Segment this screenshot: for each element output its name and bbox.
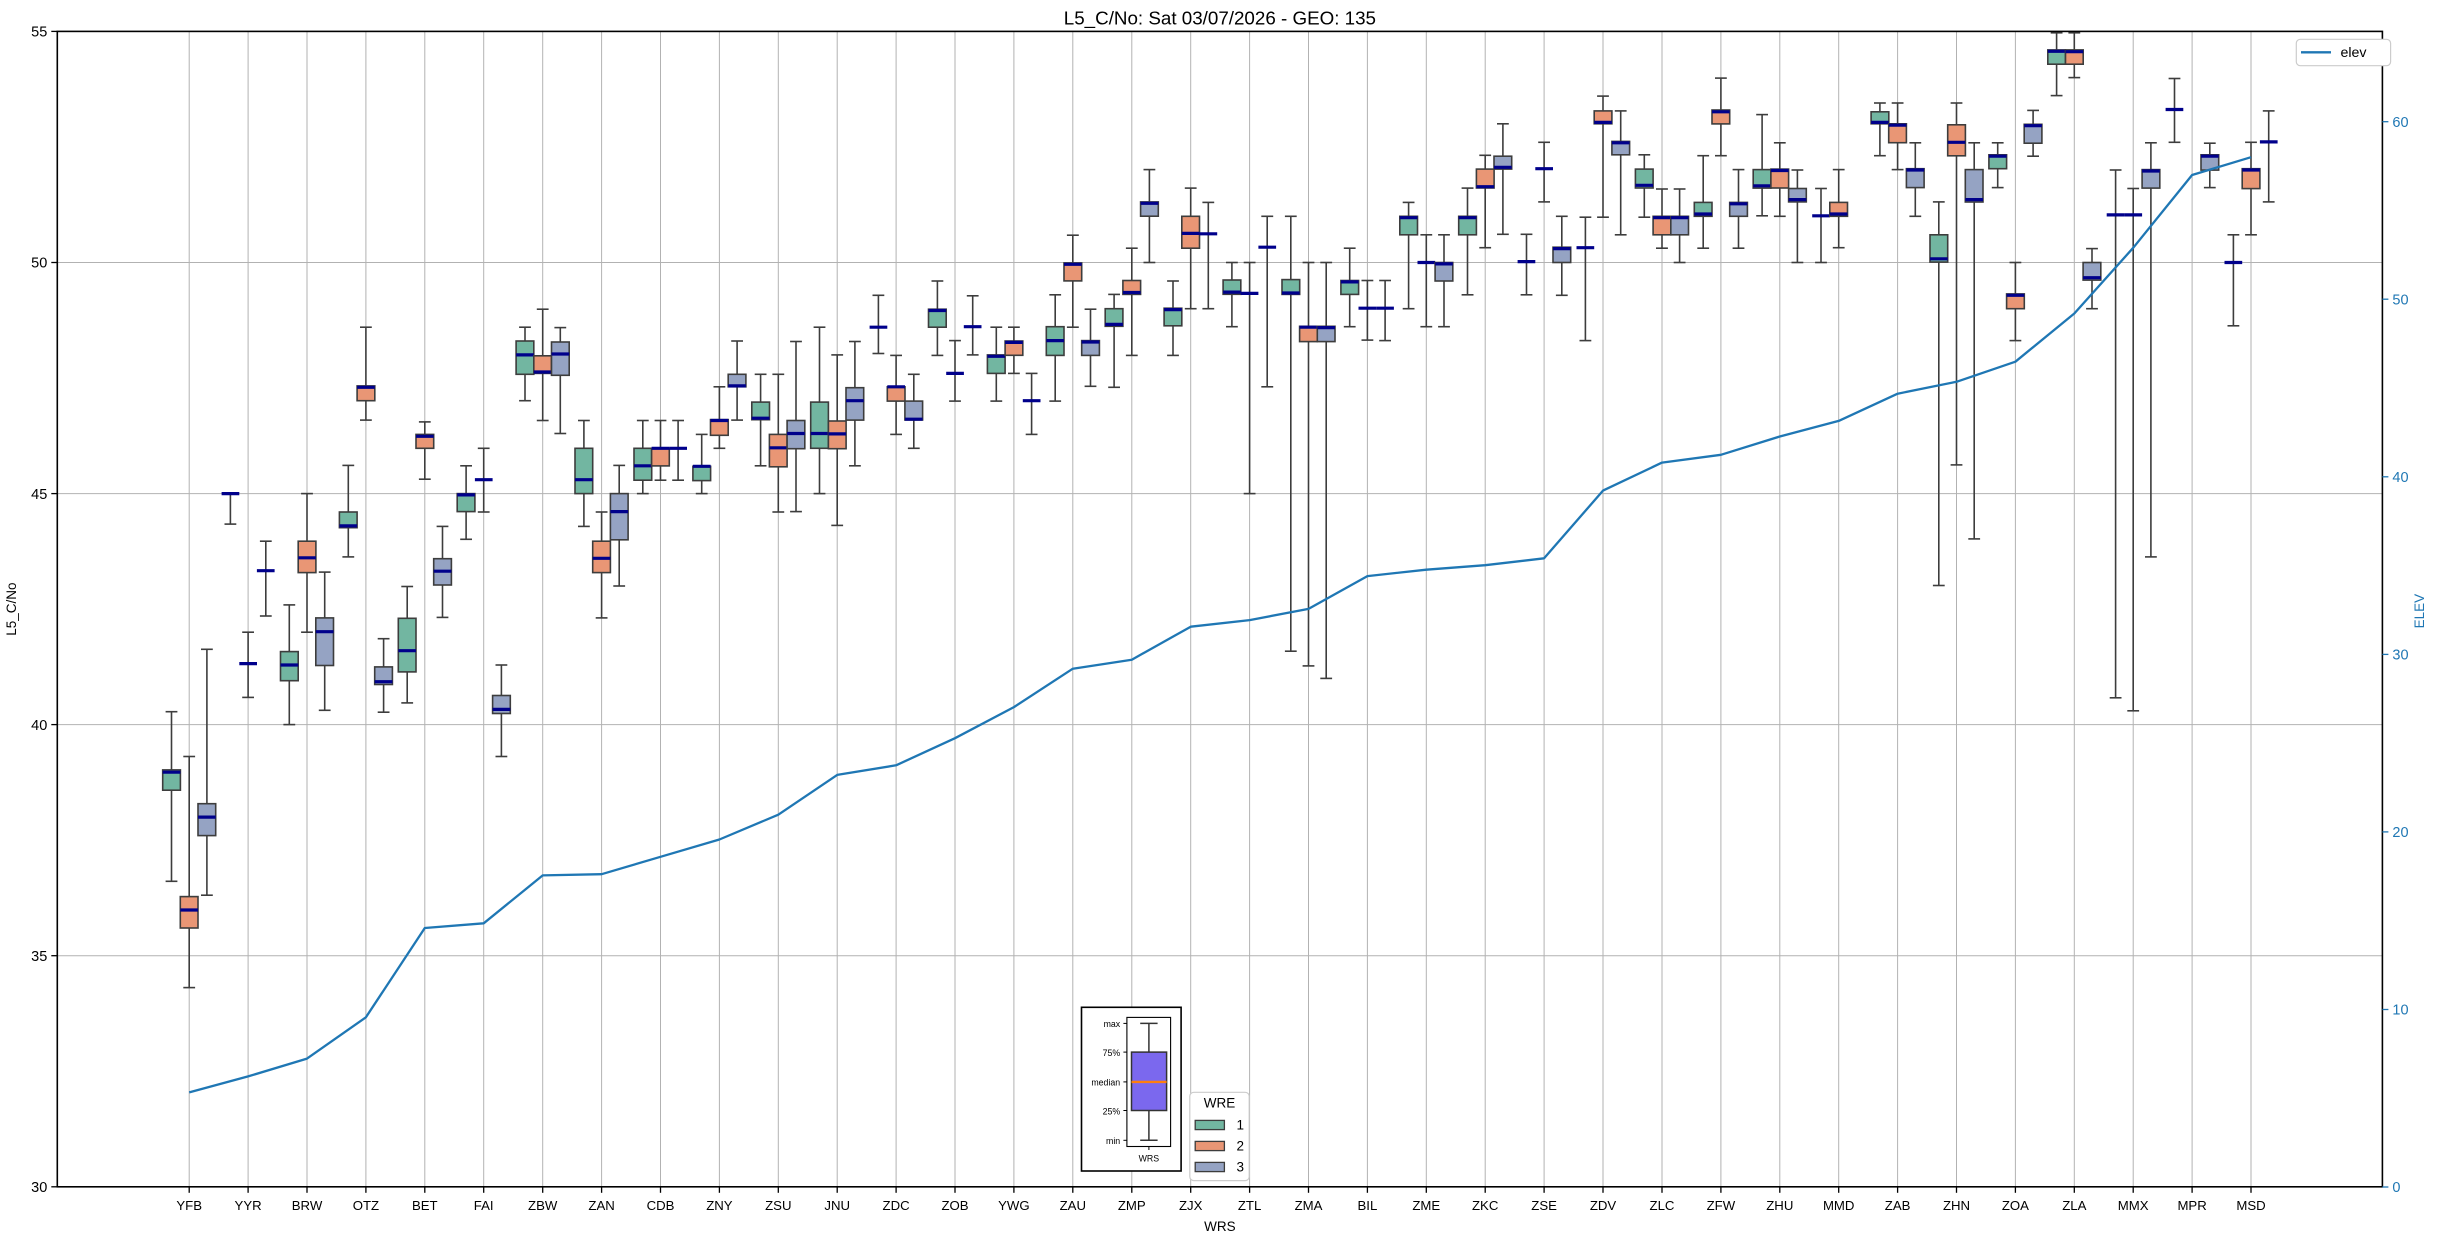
svg-text:MMX: MMX xyxy=(2118,1198,2149,1213)
svg-text:40: 40 xyxy=(2392,470,2408,486)
svg-text:ZBW: ZBW xyxy=(528,1198,558,1213)
svg-text:ZMP: ZMP xyxy=(1118,1198,1146,1213)
svg-text:ZSE: ZSE xyxy=(1531,1198,1557,1213)
svg-text:10: 10 xyxy=(2392,1003,2408,1019)
svg-text:2: 2 xyxy=(1237,1139,1245,1154)
svg-text:WRS: WRS xyxy=(1204,1219,1236,1234)
svg-text:WRE: WRE xyxy=(1204,1096,1236,1111)
svg-text:ZKC: ZKC xyxy=(1472,1198,1499,1213)
svg-text:ZAN: ZAN xyxy=(588,1198,614,1213)
svg-text:25%: 25% xyxy=(1103,1106,1121,1116)
svg-text:BIL: BIL xyxy=(1358,1198,1378,1213)
svg-text:75%: 75% xyxy=(1103,1048,1121,1058)
svg-text:max: max xyxy=(1104,1019,1121,1029)
svg-text:ZDC: ZDC xyxy=(883,1198,911,1213)
svg-text:elev: elev xyxy=(2341,45,2368,61)
svg-text:OTZ: OTZ xyxy=(353,1198,379,1213)
svg-text:ZHU: ZHU xyxy=(1766,1198,1793,1213)
svg-text:MMD: MMD xyxy=(1823,1198,1855,1213)
svg-text:ZNY: ZNY xyxy=(706,1198,733,1213)
svg-text:ZOA: ZOA xyxy=(2002,1198,2029,1213)
svg-text:CDB: CDB xyxy=(647,1198,675,1213)
svg-text:50: 50 xyxy=(2392,292,2408,308)
svg-text:0: 0 xyxy=(2392,1180,2400,1196)
svg-text:ZLC: ZLC xyxy=(1650,1198,1675,1213)
svg-text:ZFW: ZFW xyxy=(1707,1198,1736,1213)
svg-text:ZAU: ZAU xyxy=(1060,1198,1086,1213)
svg-text:YFB: YFB xyxy=(176,1198,202,1213)
svg-text:ZJX: ZJX xyxy=(1179,1198,1203,1213)
svg-text:ZME: ZME xyxy=(1412,1198,1440,1213)
svg-text:YWG: YWG xyxy=(998,1198,1030,1213)
svg-text:ZSU: ZSU xyxy=(765,1198,791,1213)
svg-text:60: 60 xyxy=(2392,115,2408,131)
svg-text:JNU: JNU xyxy=(824,1198,850,1213)
svg-text:20: 20 xyxy=(2392,825,2408,841)
svg-text:ZLA: ZLA xyxy=(2062,1198,2086,1213)
svg-text:L5_C/No: L5_C/No xyxy=(4,582,19,635)
svg-text:ZAB: ZAB xyxy=(1885,1198,1911,1213)
svg-text:ELEV: ELEV xyxy=(2412,594,2427,629)
svg-text:35: 35 xyxy=(31,949,47,965)
svg-text:1: 1 xyxy=(1237,1118,1245,1133)
svg-text:30: 30 xyxy=(2392,648,2408,664)
svg-text:L5_C/No: Sat 03/07/2026 - GEO:: L5_C/No: Sat 03/07/2026 - GEO: 135 xyxy=(1064,7,1376,29)
svg-text:3: 3 xyxy=(1237,1160,1245,1175)
svg-text:min: min xyxy=(1106,1136,1120,1146)
svg-text:ZHN: ZHN xyxy=(1943,1198,1970,1213)
svg-text:40: 40 xyxy=(31,718,47,734)
svg-text:WRS: WRS xyxy=(1139,1154,1160,1164)
svg-text:median: median xyxy=(1091,1078,1120,1088)
svg-text:YYR: YYR xyxy=(235,1198,262,1213)
svg-text:MSD: MSD xyxy=(2236,1198,2265,1213)
svg-text:BET: BET xyxy=(412,1198,438,1213)
svg-text:FAI: FAI xyxy=(474,1198,494,1213)
svg-text:30: 30 xyxy=(31,1180,47,1196)
svg-text:ZMA: ZMA xyxy=(1295,1198,1323,1213)
svg-text:ZDV: ZDV xyxy=(1590,1198,1617,1213)
svg-text:ZOB: ZOB xyxy=(941,1198,968,1213)
svg-text:BRW: BRW xyxy=(292,1198,323,1213)
svg-text:50: 50 xyxy=(31,256,47,272)
svg-text:45: 45 xyxy=(31,487,47,503)
svg-text:55: 55 xyxy=(31,25,47,41)
svg-text:ZTL: ZTL xyxy=(1238,1198,1261,1213)
svg-text:MPR: MPR xyxy=(2177,1198,2206,1213)
